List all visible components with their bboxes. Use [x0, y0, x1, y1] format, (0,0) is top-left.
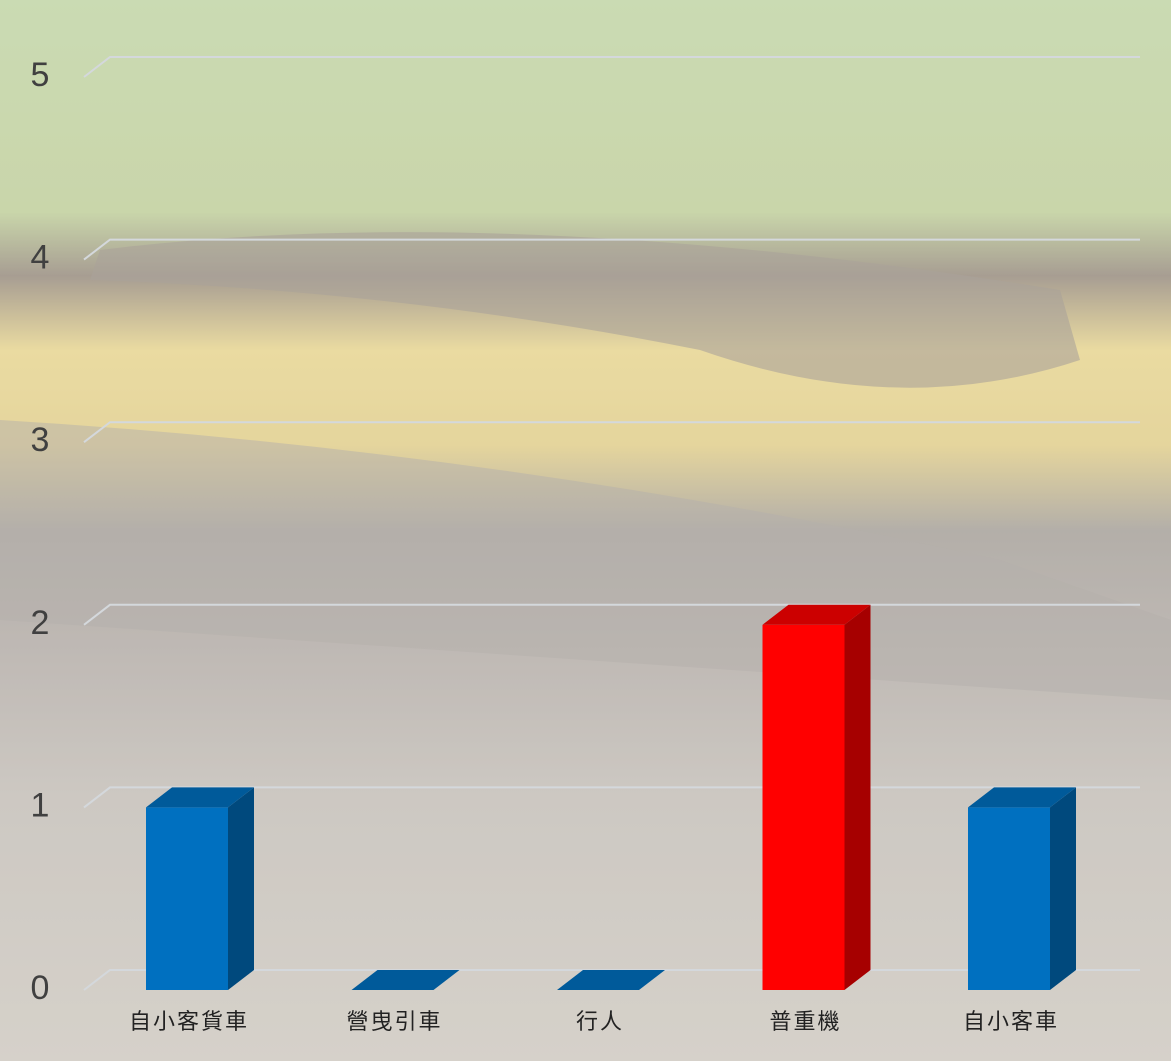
- bar-front: [763, 625, 845, 990]
- y-tick-label: 2: [31, 604, 50, 642]
- y-tick-label: 4: [31, 239, 50, 277]
- y-tick-label: 0: [31, 969, 50, 1007]
- bar-side: [228, 787, 254, 990]
- bar-side: [1050, 787, 1076, 990]
- y-tick-label: 5: [31, 56, 50, 94]
- x-tick-label: 營曳引車: [346, 1010, 442, 1035]
- bar-front: [146, 807, 228, 990]
- x-tick-label: 自小客貨車: [129, 1010, 249, 1035]
- chart: 0 1 2 3 4 5 自小客貨車 營曳引車 行人 普重機 自小客車: [0, 0, 1171, 1061]
- y-tick-label: 3: [31, 421, 50, 459]
- x-tick-label: 普重機: [769, 1010, 841, 1035]
- bar-front: [968, 807, 1050, 990]
- x-tick-label: 行人: [576, 1010, 624, 1035]
- y-tick-label: 1: [31, 786, 50, 824]
- bar-side: [845, 605, 871, 990]
- x-tick-label: 自小客車: [963, 1010, 1059, 1035]
